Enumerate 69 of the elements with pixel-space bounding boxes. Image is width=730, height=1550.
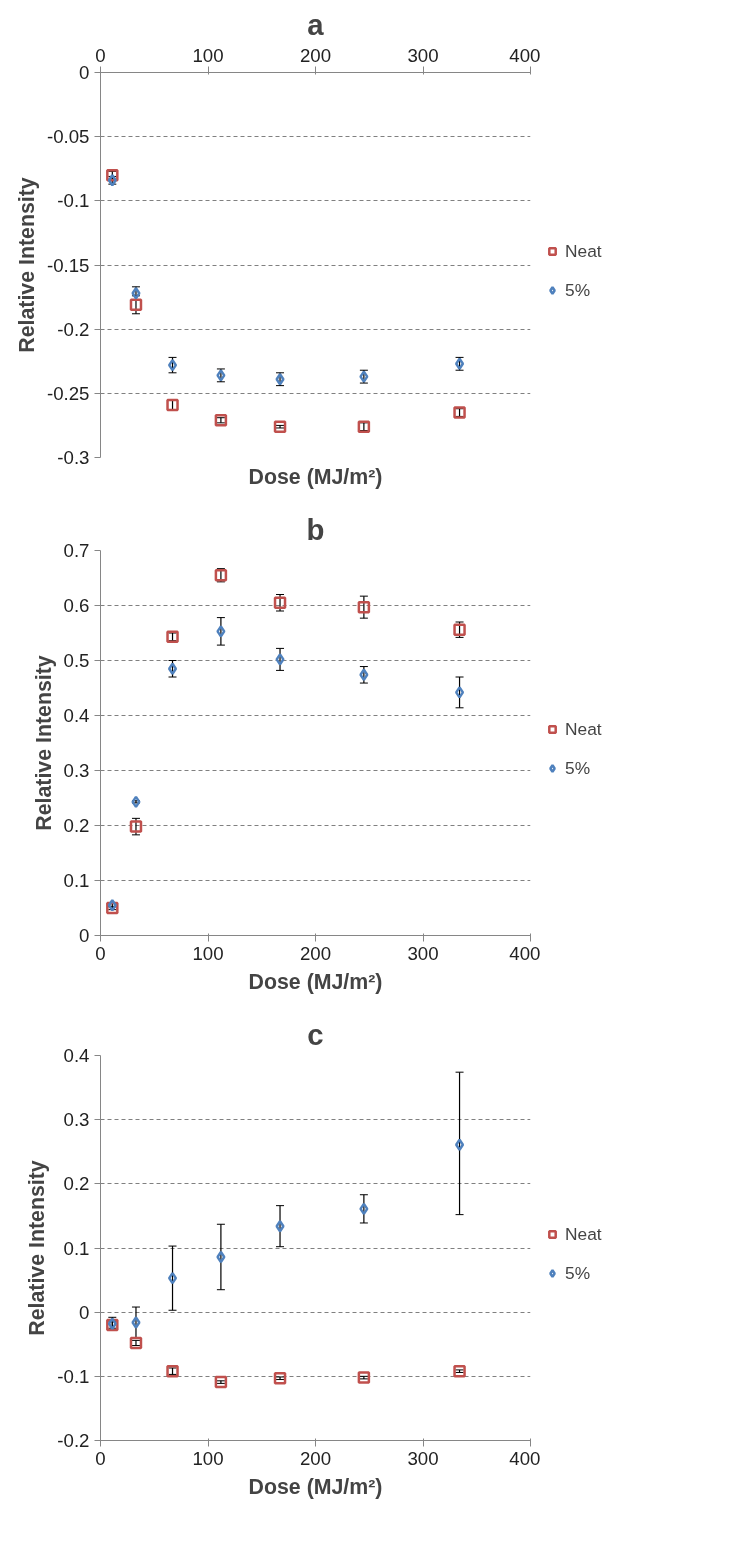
y-tick-label: -0.05	[46, 126, 90, 148]
point	[454, 686, 465, 699]
x-tick-label: 300	[407, 1447, 439, 1469]
y-tick-label: 0.6	[63, 595, 90, 616]
y-tick-label: 0	[79, 62, 90, 83]
y-tick-label: 0	[79, 925, 90, 946]
y-axis-title: Relative Intensity	[25, 1160, 50, 1336]
legend-label: 5%	[565, 1262, 591, 1284]
legend-label: Neat	[565, 240, 602, 262]
y-tick-label: 0.5	[63, 650, 90, 671]
point	[359, 1202, 369, 1216]
point	[357, 600, 371, 614]
x-tick-label: 100	[192, 942, 224, 964]
point	[273, 420, 287, 433]
x-tick-label: 200	[299, 1447, 332, 1469]
y-tick-label: 0.4	[63, 705, 90, 726]
y-tick-label: -0.1	[57, 190, 90, 212]
y-tick-label: 0	[79, 1301, 90, 1323]
chart-title: a	[307, 7, 325, 41]
y-tick-label: 0.3	[63, 760, 90, 781]
x-tick-label: 300	[407, 942, 439, 964]
x-tick-label: 100	[192, 1447, 224, 1469]
y-tick-label: 0.3	[63, 1109, 90, 1131]
point	[357, 1371, 371, 1384]
y-axis-title: Relative Intensity	[14, 177, 39, 353]
point	[216, 1250, 226, 1264]
x-tick-label: 300	[407, 44, 439, 66]
x-tick-label: 100	[192, 44, 224, 66]
x-axis-title: Dose (MJ/m²)	[248, 1474, 383, 1499]
point	[275, 1219, 285, 1233]
x-tick-label: 0	[95, 1447, 106, 1469]
point	[214, 1375, 228, 1389]
x-tick-label: 400	[509, 44, 541, 66]
y-tick-label: 0.1	[63, 870, 90, 891]
y-tick-label: -0.3	[57, 447, 90, 468]
y-tick-label: 0.7	[63, 540, 90, 561]
x-tick-label: 0	[95, 44, 106, 66]
y-tick-label: -0.15	[46, 254, 90, 276]
point	[273, 1372, 287, 1385]
legend-label: 5%	[565, 279, 591, 301]
point	[131, 795, 141, 809]
point	[167, 1271, 178, 1285]
point	[166, 398, 179, 412]
y-tick-label: -0.1	[57, 1365, 90, 1387]
y-tick-label: 0.1	[63, 1237, 90, 1259]
y-tick-label: 0.2	[63, 1173, 90, 1195]
point	[216, 625, 226, 638]
point	[453, 1364, 466, 1378]
x-tick-label: 400	[509, 942, 541, 964]
point	[454, 1138, 465, 1151]
y-tick-label: -0.25	[46, 382, 90, 404]
legend-label: Neat	[565, 718, 602, 740]
chart-title: b	[306, 512, 325, 546]
x-tick-label: 0	[95, 942, 106, 964]
legend-label: 5%	[565, 757, 591, 779]
y-tick-label: -0.2	[57, 318, 90, 340]
x-tick-label: 200	[299, 942, 332, 964]
legend-label: Neat	[565, 1223, 602, 1245]
point	[275, 653, 285, 666]
y-tick-label: 0.2	[63, 815, 90, 836]
y-tick-label: -0.2	[57, 1430, 90, 1451]
y-tick-label: 0.4	[63, 1045, 90, 1066]
x-tick-label: 400	[509, 1447, 541, 1469]
chart-title: c	[307, 1017, 324, 1051]
y-axis-title: Relative Intensity	[31, 655, 56, 831]
x-axis-title: Dose (MJ/m²)	[248, 464, 383, 489]
point	[131, 1316, 141, 1329]
x-axis-title: Dose (MJ/m²)	[248, 969, 383, 994]
x-tick-label: 200	[299, 44, 332, 66]
